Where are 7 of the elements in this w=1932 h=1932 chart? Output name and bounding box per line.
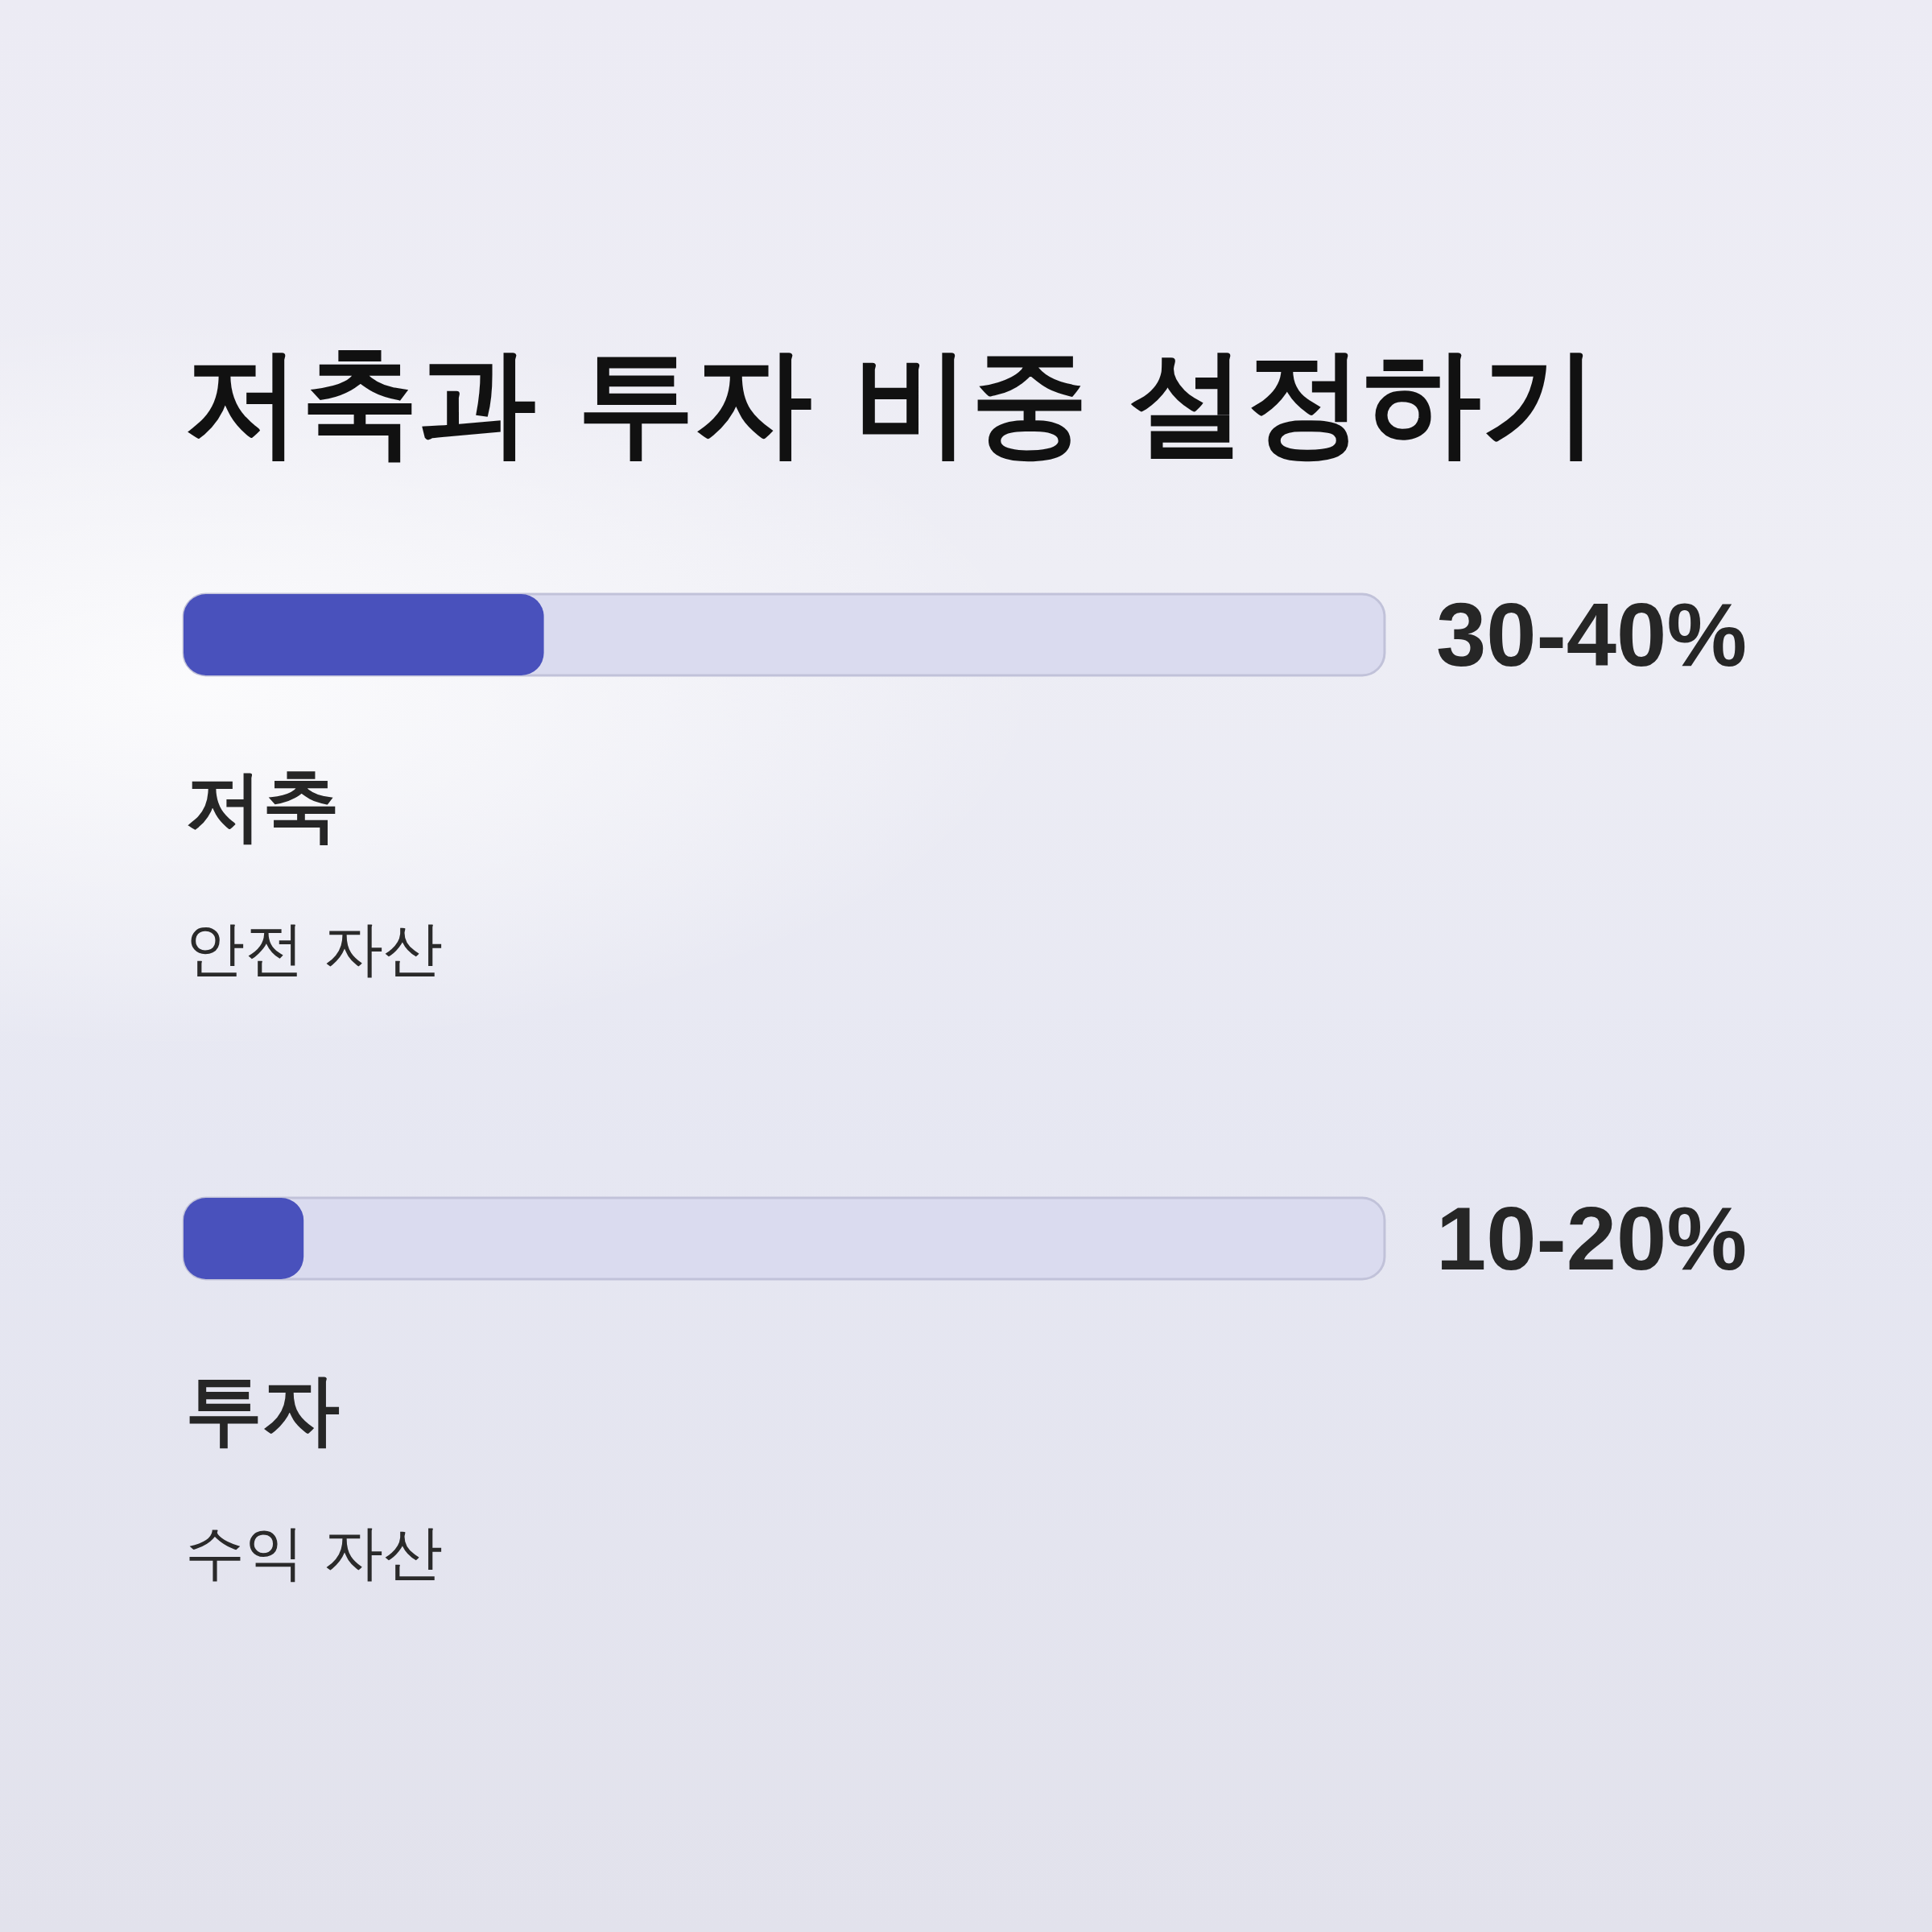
- annotation: 수익 자산: [185, 1517, 443, 1587]
- chart-title: 저축과 투자 비중 설정하기: [184, 333, 1600, 470]
- annotation: 안전 자산: [185, 913, 443, 983]
- data-label: 30-40%: [1435, 584, 1747, 685]
- y-tick-label: 저축: [185, 760, 340, 851]
- y-tick-label: 투자: [185, 1364, 340, 1455]
- data-label: 10-20%: [1435, 1188, 1747, 1289]
